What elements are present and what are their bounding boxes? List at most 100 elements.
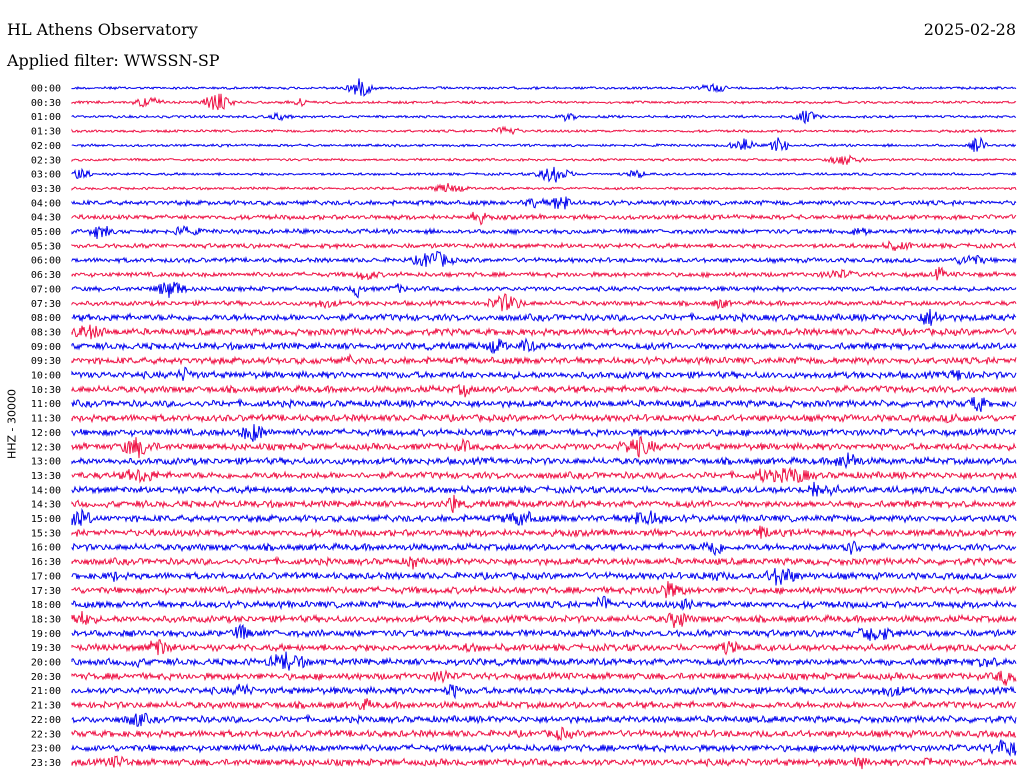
row-label: 19:00 (31, 629, 61, 640)
row-label: 03:30 (31, 184, 61, 195)
trace-line (71, 595, 1017, 611)
trace-line (71, 110, 1017, 125)
trace-line (71, 308, 1017, 326)
trace-line (71, 182, 1017, 193)
row-label: 12:00 (31, 428, 61, 439)
trace-line (71, 726, 1017, 741)
trace-line (71, 452, 1017, 470)
trace-line (71, 555, 1017, 570)
trace-line (71, 412, 1017, 424)
row-label: 08:00 (31, 313, 61, 324)
trace-line (71, 281, 1017, 299)
row-label-group: 00:00 00:30 01:00 01:30 02:00 02:30 03:00 03:30… (31, 84, 61, 769)
trace-line (71, 424, 1017, 442)
trace-line (71, 466, 1017, 484)
trace-line (71, 397, 1017, 412)
row-label: 03:00 (31, 170, 61, 181)
trace-line (71, 669, 1017, 686)
row-label: 02:30 (31, 155, 61, 166)
trace-line (71, 568, 1017, 586)
row-label: 06:30 (31, 270, 61, 281)
trace-line (71, 78, 1017, 97)
row-label: 11:30 (31, 414, 61, 425)
row-label: 10:00 (31, 371, 61, 382)
row-label: 04:00 (31, 198, 61, 209)
row-label: 19:30 (31, 643, 61, 654)
row-label: 17:00 (31, 571, 61, 582)
trace-line (71, 136, 1017, 152)
trace-line (71, 639, 1017, 656)
row-label: 21:30 (31, 701, 61, 712)
trace-line (71, 481, 1017, 497)
row-label: 07:00 (31, 284, 61, 295)
trace-line (71, 239, 1017, 252)
trace-line (71, 435, 1017, 459)
row-label: 10:30 (31, 385, 61, 396)
row-label: 11:00 (31, 399, 61, 410)
trace-line (71, 581, 1017, 599)
trace-line (71, 383, 1017, 398)
row-label: 22:30 (31, 729, 61, 740)
trace-line (71, 353, 1017, 367)
trace-line (71, 154, 1017, 165)
trace-line (71, 366, 1017, 381)
row-label: 18:30 (31, 614, 61, 625)
trace-line (71, 225, 1017, 239)
station-title: HL Athens Observatory (7, 20, 198, 39)
trace-line (71, 712, 1017, 727)
row-label: 21:00 (31, 686, 61, 697)
row-label: 07:30 (31, 299, 61, 310)
trace-line (71, 166, 1017, 183)
row-label: 06:00 (31, 256, 61, 267)
row-label: 17:30 (31, 586, 61, 597)
trace-line (71, 525, 1017, 539)
filter-label: Applied filter: WWSSN-SP (7, 51, 220, 70)
trace-group (71, 78, 1017, 770)
trace-line (71, 683, 1017, 700)
row-label: 12:30 (31, 442, 61, 453)
trace-line (71, 755, 1017, 770)
trace-line (71, 337, 1017, 355)
trace-line (71, 651, 1017, 671)
row-label: 01:30 (31, 127, 61, 138)
row-label: 09:30 (31, 356, 61, 367)
row-label: 18:00 (31, 600, 61, 611)
trace-line (71, 266, 1017, 281)
trace-line (71, 698, 1017, 711)
row-label: 01:00 (31, 112, 61, 123)
trace-line (71, 250, 1017, 267)
row-label: 16:00 (31, 543, 61, 554)
row-label: 13:30 (31, 471, 61, 482)
row-label: 15:00 (31, 514, 61, 525)
trace-line (71, 610, 1017, 628)
trace-line (71, 494, 1017, 513)
trace-line (71, 324, 1017, 340)
row-label: 00:30 (31, 98, 61, 109)
trace-line (71, 196, 1017, 210)
row-label: 16:30 (31, 557, 61, 568)
trace-line (71, 93, 1017, 111)
trace-line (71, 293, 1017, 312)
trace-line (71, 507, 1017, 526)
row-label: 22:00 (31, 715, 61, 726)
row-label: 02:00 (31, 141, 61, 152)
row-label: 04:30 (31, 213, 61, 224)
row-label: 09:00 (31, 342, 61, 353)
date-label: 2025-02-28 (923, 20, 1016, 39)
trace-line (71, 739, 1017, 757)
row-label: 20:30 (31, 672, 61, 683)
row-label: 23:00 (31, 744, 61, 755)
row-label: 05:00 (31, 227, 61, 238)
row-label: 05:30 (31, 241, 61, 252)
trace-line (71, 125, 1017, 136)
row-label: 08:30 (31, 327, 61, 338)
trace-line (71, 540, 1017, 557)
trace-line (71, 623, 1017, 641)
row-label: 20:00 (31, 658, 61, 669)
row-label: 14:00 (31, 485, 61, 496)
row-label: 00:00 (31, 84, 61, 95)
row-label: 14:30 (31, 500, 61, 511)
row-label: 15:30 (31, 528, 61, 539)
trace-line (71, 211, 1017, 226)
